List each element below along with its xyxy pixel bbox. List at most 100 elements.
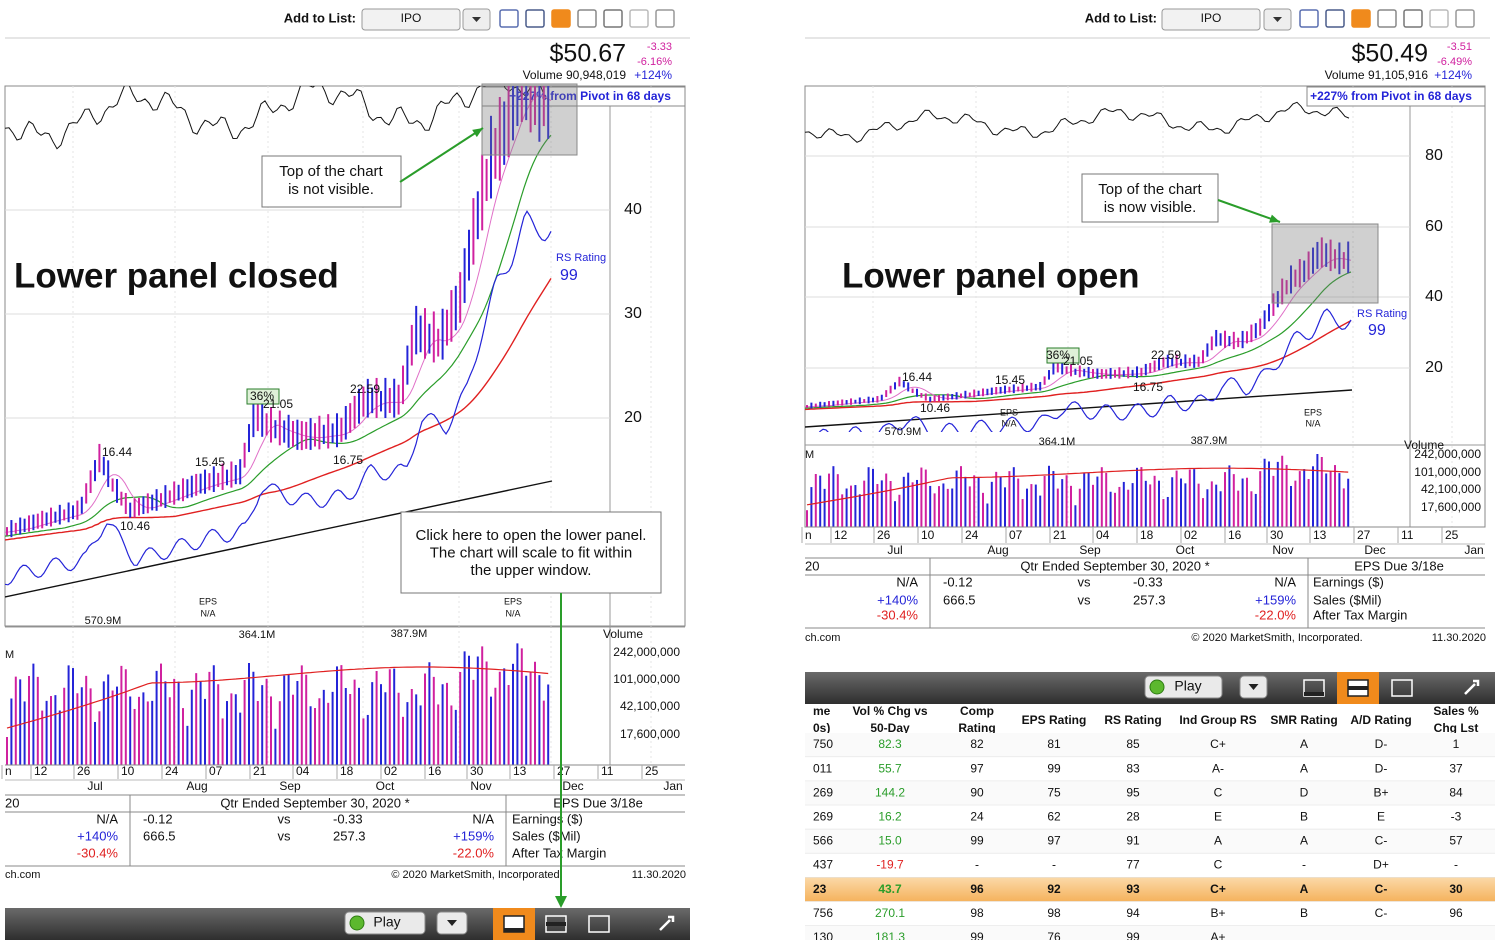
price-label: 16.44 [102, 445, 132, 459]
toolbar-icon[interactable] [1403, 9, 1423, 28]
layout-icon-bar [504, 928, 524, 932]
volume-label: 364.1M [239, 629, 276, 641]
table-row [805, 925, 1495, 940]
volume-bars [806, 454, 1350, 527]
toolbar-icon[interactable] [655, 9, 675, 28]
table-cell: C- [1375, 882, 1388, 896]
day-label: 11 [601, 764, 614, 778]
ma-200-line [805, 389, 1353, 428]
settings-icon[interactable] [1464, 679, 1480, 695]
table-cell: 97 [970, 761, 984, 775]
toolbar-icon[interactable] [1429, 9, 1449, 28]
table-row [805, 829, 1495, 854]
play-button[interactable] [344, 911, 426, 935]
table-cell: 57 [1449, 834, 1463, 848]
month-label: Jan [663, 779, 682, 793]
quarter-cell: vs [278, 828, 292, 843]
quarter-title: Qtr Ended September 30, 2020 * [220, 795, 409, 810]
quarter-cell: 257.3 [333, 828, 366, 843]
toolbar-icon[interactable] [1351, 9, 1371, 28]
toolbar-icon[interactable] [1455, 9, 1475, 28]
price-label: 10.46 [120, 519, 150, 533]
price-label: 21.05 [1063, 354, 1093, 368]
toolbar-icon[interactable] [629, 9, 649, 28]
quarter-cell: -30.4% [877, 607, 919, 622]
table-cell: A [1300, 737, 1308, 751]
table-cell: 96 [1449, 906, 1463, 920]
rs-value: 99 [1368, 322, 1386, 339]
eps-label: EPS [504, 596, 522, 606]
day-label: 16 [1228, 528, 1242, 542]
quarter-cell: vs [1078, 574, 1092, 589]
volume-axis-label: 242,000,000 [1414, 447, 1481, 461]
volume-axis-label: 42,100,000 [1421, 482, 1481, 496]
day-label: 26 [877, 528, 891, 542]
toolbar-icon[interactable] [577, 9, 597, 28]
quarter-cell: 666.5 [143, 828, 176, 843]
day-label: 30 [470, 764, 484, 778]
toolbar-icon[interactable] [1377, 9, 1397, 28]
table-cell: 96 [970, 882, 984, 896]
toolbar-icon[interactable] [525, 9, 545, 28]
volume-average [6, 666, 549, 729]
quarter-cell: After Tax Margin [1313, 607, 1407, 622]
month-label: Dec [1364, 543, 1385, 557]
table-header-cell: A/D Rating [1350, 713, 1411, 727]
list-select[interactable] [361, 8, 461, 31]
price-axis-label: 60 [1425, 218, 1443, 235]
price-label: 16.75 [1133, 380, 1163, 394]
table-cell: 75 [1047, 785, 1061, 799]
footer-date: 11.30.2020 [632, 869, 686, 881]
volume-bars [6, 643, 550, 765]
table-header-cell: Ind Group RS [1179, 713, 1256, 727]
table-cell: D- [1375, 761, 1388, 775]
price-axis-label: 40 [1425, 288, 1443, 305]
table-cell: 55.7 [878, 761, 902, 775]
toolbar-icon[interactable] [551, 9, 571, 28]
table-cell: 011 [813, 761, 832, 775]
table-row [805, 805, 1495, 830]
footer-site: ch.com [805, 632, 840, 644]
day-label: 24 [165, 764, 179, 778]
table-cell: A+ [1210, 930, 1225, 944]
volume-axis-label: 101,000,000 [1414, 465, 1481, 479]
quarter-cell: Earnings ($) [1313, 574, 1384, 589]
table-cell: 756 [813, 906, 833, 920]
quarter-cell: vs [1078, 592, 1092, 607]
table-cell: B+ [1210, 906, 1225, 920]
day-label: 18 [1140, 528, 1154, 542]
add-to-list-label: Add to List: [284, 10, 356, 25]
toolbar-icon[interactable] [1325, 9, 1345, 28]
price-change-pct: -6.16% [637, 56, 672, 68]
table-cell: A [1300, 882, 1309, 896]
settings-icon[interactable] [659, 915, 675, 931]
callout-text: is not visible. [288, 181, 374, 198]
toolbar-icon[interactable] [1299, 9, 1319, 28]
quarter-cell: N/A [472, 811, 494, 826]
day-label: 25 [1445, 528, 1459, 542]
volume-label: 570.9M [885, 426, 922, 438]
table-cell: 16.2 [878, 809, 902, 823]
table-cell: 437 [813, 858, 833, 872]
list-select[interactable] [1161, 8, 1261, 31]
callout-text: Top of the chart [279, 163, 383, 180]
quarter-cell: vs [278, 811, 292, 826]
table-cell: 23 [813, 882, 827, 896]
price-label: 10.46 [920, 401, 950, 415]
volume-average [806, 467, 1349, 506]
day-label: 04 [296, 764, 310, 778]
volume-axis-label: 17,600,000 [620, 727, 680, 741]
table-cell: 566 [813, 834, 833, 848]
callout-arrow [1217, 199, 1281, 223]
rs-value: 99 [560, 267, 578, 284]
month-label: Jan [1464, 543, 1483, 557]
quarter-cell: Earnings ($) [512, 811, 583, 826]
table-cell: B [1300, 809, 1308, 823]
toolbar-icon[interactable] [603, 9, 623, 28]
play-button[interactable] [1144, 675, 1223, 699]
headline: Lower panel open [842, 256, 1140, 295]
toolbar-icon[interactable] [499, 9, 519, 28]
rs-label: RS Rating [556, 252, 606, 264]
table-cell: E [1377, 809, 1385, 823]
day-label: 12 [834, 528, 848, 542]
